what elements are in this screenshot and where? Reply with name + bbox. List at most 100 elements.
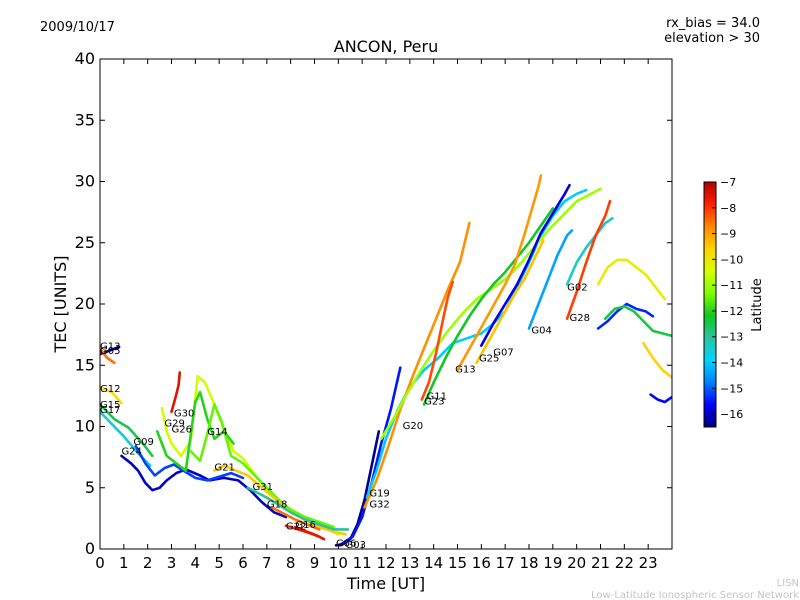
sat-label-g07-25: G07	[493, 347, 513, 358]
svg-text:0: 0	[95, 554, 105, 572]
x-tick-14: 14	[424, 59, 443, 572]
x-axis-label: Time [UT]	[346, 574, 425, 593]
sat-label-g11-21: G11	[427, 392, 447, 403]
sat-label-g21-11: G21	[214, 463, 234, 474]
trace-g23-22	[422, 207, 555, 406]
sat-label-g15-3: G15	[100, 400, 120, 411]
x-tick-9: 9	[310, 59, 320, 572]
y-tick-0: 0	[85, 539, 672, 558]
sat-label-g14-10: G14	[207, 427, 227, 438]
colorbar-tick-7: −7	[712, 176, 736, 189]
x-tick-12: 12	[376, 59, 396, 572]
x-tick-6: 6	[238, 59, 248, 572]
y-tick-40: 40	[75, 49, 672, 68]
x-tick-10: 10	[329, 59, 348, 572]
colorbar-tick-11: −11	[712, 279, 743, 292]
svg-text:15: 15	[448, 554, 467, 572]
y-tick-25: 25	[75, 233, 672, 252]
svg-text:15: 15	[75, 355, 95, 374]
sat-label-g12-2: G12	[100, 384, 120, 395]
colorbar-label: Latitude	[750, 278, 765, 332]
svg-text:−10: −10	[720, 253, 743, 266]
trace-g25-24	[475, 239, 545, 365]
y-tick-15: 15	[75, 355, 672, 374]
footer-brand: LISN	[777, 578, 799, 589]
trace-g28-28	[565, 199, 612, 320]
sat-label-g02-27: G02	[567, 283, 587, 294]
x-tick-0: 0	[95, 59, 105, 572]
y-tick-5: 5	[85, 478, 672, 497]
sat-label-g29-8: G29	[164, 419, 184, 430]
svg-text:12: 12	[376, 554, 395, 572]
trace-g21-11	[213, 464, 347, 536]
trace-g01-32	[642, 341, 672, 379]
x-tick-4: 4	[191, 59, 201, 572]
trace-g14-10	[189, 403, 335, 529]
trace-g30-8	[170, 371, 182, 414]
svg-text:16: 16	[472, 554, 491, 572]
svg-text:−14: −14	[720, 357, 743, 370]
svg-text:−13: −13	[720, 331, 743, 344]
x-tick-13: 13	[400, 59, 419, 572]
svg-text:18: 18	[519, 554, 538, 572]
colorbar-tick-16: −16	[712, 408, 743, 421]
svg-text:21: 21	[591, 554, 610, 572]
chart-date: 2009/10/17	[40, 20, 115, 35]
trace-g32-19	[363, 221, 471, 509]
trace-g13b-23	[456, 174, 543, 372]
trace-g04-26	[527, 229, 574, 330]
svg-text:20: 20	[75, 294, 95, 313]
x-axis-ticks: 0 1 2 3 4 5 6 7 8 9 10 11 12 13 14 15 16 17 18 19 20 21 22 23	[95, 59, 658, 572]
svg-text:1: 1	[119, 554, 129, 572]
sat-label-g31-12: G31	[253, 482, 273, 493]
x-tick-1: 1	[119, 59, 129, 572]
x-tick-18: 18	[519, 59, 539, 572]
svg-text:10: 10	[329, 554, 348, 572]
colorbar-tick-15: −15	[712, 382, 743, 395]
svg-text:9: 9	[310, 554, 320, 572]
y-tick-35: 35	[75, 110, 672, 129]
svg-text:8: 8	[286, 554, 296, 572]
trace-g31-12	[246, 486, 350, 531]
sat-label-g32-19: G32	[369, 499, 389, 510]
svg-text:−8: −8	[720, 202, 736, 215]
chart-title: ANCON, Peru	[334, 37, 438, 56]
svg-text:30: 30	[75, 172, 95, 191]
x-tick-11: 11	[353, 59, 372, 572]
x-tick-2: 2	[143, 59, 153, 572]
sat-label-g09-6: G09	[133, 437, 153, 448]
sat-label-g25-24: G25	[479, 354, 499, 365]
colorbar-ticks: −7 −8 −9 −10 −11 −12 −13 −14 −15 −16	[712, 176, 743, 421]
svg-text:5: 5	[85, 478, 95, 497]
sat-label-g03-17: G03	[345, 540, 365, 551]
trace-g19-18	[365, 188, 588, 499]
x-tick-16: 16	[472, 59, 491, 572]
svg-text:25: 25	[75, 233, 95, 252]
svg-text:−7: −7	[720, 176, 736, 189]
y-tick-20: 20	[75, 294, 672, 313]
x-tick-7: 7	[262, 59, 272, 572]
x-tick-5: 5	[214, 59, 224, 572]
trace-g15-3	[100, 403, 154, 458]
sat-label-g18-13: G18	[267, 499, 287, 510]
sat-label-g16-15: G16	[295, 520, 315, 531]
trace-g05-1	[100, 348, 116, 365]
sat-label-g28-28: G28	[570, 313, 590, 324]
svg-text:7: 7	[262, 554, 272, 572]
annotation-rx-bias: rx_bias = 34.0	[666, 16, 760, 31]
trace-g33-33	[649, 393, 672, 404]
x-tick-19: 19	[543, 59, 562, 572]
x-tick-3: 3	[167, 59, 176, 572]
svg-text:11: 11	[353, 554, 372, 572]
trace-layer	[100, 174, 672, 547]
trace-g12-2	[100, 386, 123, 405]
sat-label-g17-4: G17	[100, 405, 120, 416]
trace-g03-17	[341, 366, 402, 545]
sat-label-g04-26: G04	[531, 325, 551, 336]
sat-label-g30-7: G30	[174, 409, 194, 420]
svg-text:−15: −15	[720, 382, 743, 395]
x-tick-20: 20	[567, 59, 586, 572]
svg-text:2: 2	[143, 554, 153, 572]
svg-text:4: 4	[191, 554, 201, 572]
